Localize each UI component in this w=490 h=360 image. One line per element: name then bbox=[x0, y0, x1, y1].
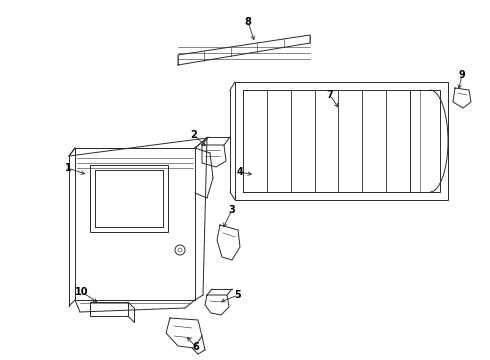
Text: 10: 10 bbox=[75, 287, 89, 297]
Text: 2: 2 bbox=[191, 130, 197, 140]
Text: 8: 8 bbox=[245, 17, 251, 27]
Text: 3: 3 bbox=[229, 205, 235, 215]
Text: 4: 4 bbox=[237, 167, 244, 177]
Text: 9: 9 bbox=[459, 70, 466, 80]
Text: 1: 1 bbox=[65, 163, 72, 173]
Text: 5: 5 bbox=[235, 290, 242, 300]
Text: 6: 6 bbox=[193, 342, 199, 352]
Text: 7: 7 bbox=[327, 90, 333, 100]
